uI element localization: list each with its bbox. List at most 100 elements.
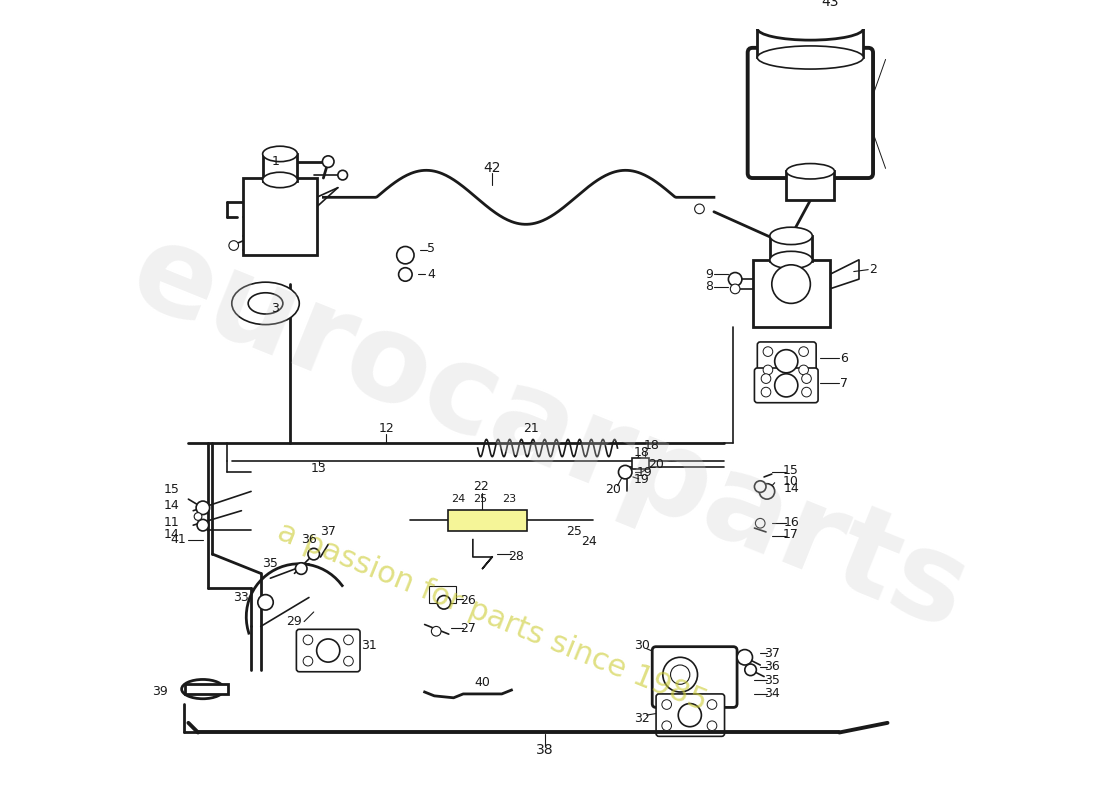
Circle shape <box>756 518 764 528</box>
Text: 42: 42 <box>483 162 500 175</box>
Text: 38: 38 <box>537 743 554 757</box>
Ellipse shape <box>263 146 297 162</box>
Bar <box>632 458 649 470</box>
Circle shape <box>774 374 798 397</box>
Text: 20: 20 <box>648 458 664 471</box>
Circle shape <box>398 268 412 282</box>
Circle shape <box>799 346 808 357</box>
Text: 17: 17 <box>783 528 799 542</box>
Circle shape <box>761 374 771 383</box>
Circle shape <box>707 700 717 710</box>
FancyBboxPatch shape <box>755 368 818 402</box>
Ellipse shape <box>263 172 297 188</box>
Circle shape <box>308 548 319 560</box>
Text: 14: 14 <box>783 482 799 495</box>
Text: 22: 22 <box>473 480 488 493</box>
Text: 21: 21 <box>522 422 539 435</box>
Text: 9: 9 <box>705 268 713 281</box>
Ellipse shape <box>770 227 812 245</box>
Circle shape <box>772 265 811 303</box>
Ellipse shape <box>757 17 864 40</box>
Text: 34: 34 <box>763 687 780 701</box>
Text: 28: 28 <box>508 550 525 563</box>
FancyBboxPatch shape <box>448 510 527 531</box>
Circle shape <box>763 365 773 374</box>
Circle shape <box>296 562 307 574</box>
Text: 29: 29 <box>287 615 303 628</box>
Text: 33: 33 <box>233 591 250 604</box>
Text: 7: 7 <box>840 377 848 390</box>
Text: 14: 14 <box>164 499 180 512</box>
Text: 23: 23 <box>503 494 517 504</box>
Bar <box>757 29 864 58</box>
FancyBboxPatch shape <box>296 630 360 672</box>
Circle shape <box>618 466 632 479</box>
Text: 20: 20 <box>605 483 620 496</box>
Text: 15: 15 <box>164 483 180 496</box>
Circle shape <box>679 703 702 726</box>
Bar <box>786 171 835 200</box>
Text: 18: 18 <box>634 446 649 459</box>
Text: 24: 24 <box>581 535 596 548</box>
Ellipse shape <box>770 251 812 269</box>
Bar <box>243 178 317 255</box>
Bar <box>752 260 829 327</box>
Circle shape <box>730 284 740 294</box>
Text: 10: 10 <box>783 475 799 488</box>
Text: 3: 3 <box>272 302 279 314</box>
Text: 5: 5 <box>428 242 436 255</box>
Text: 32: 32 <box>634 711 649 725</box>
Circle shape <box>317 639 340 662</box>
Circle shape <box>229 241 239 250</box>
Text: 37: 37 <box>763 647 780 660</box>
Circle shape <box>802 387 812 397</box>
Bar <box>770 236 812 261</box>
Bar <box>263 154 297 181</box>
Ellipse shape <box>232 282 299 325</box>
Text: 36: 36 <box>763 661 780 674</box>
Ellipse shape <box>663 658 697 692</box>
Circle shape <box>343 656 353 666</box>
Text: 6: 6 <box>840 352 848 365</box>
Circle shape <box>322 156 334 167</box>
Circle shape <box>759 484 774 499</box>
Circle shape <box>431 626 441 636</box>
Circle shape <box>662 700 671 710</box>
Text: 31: 31 <box>361 639 376 652</box>
Circle shape <box>737 650 752 665</box>
Text: 36: 36 <box>301 533 317 546</box>
Circle shape <box>338 170 348 180</box>
Ellipse shape <box>786 163 835 179</box>
Text: 24: 24 <box>451 494 465 504</box>
Text: 27: 27 <box>460 622 476 635</box>
Circle shape <box>304 656 312 666</box>
Circle shape <box>707 721 717 730</box>
Ellipse shape <box>757 46 864 69</box>
Text: 2: 2 <box>869 263 877 276</box>
Text: 18: 18 <box>644 438 659 452</box>
Text: 25: 25 <box>473 494 487 504</box>
FancyBboxPatch shape <box>656 694 725 736</box>
FancyBboxPatch shape <box>748 48 873 178</box>
Text: 40: 40 <box>474 676 491 689</box>
Bar <box>186 684 228 694</box>
Circle shape <box>343 635 353 645</box>
Text: 26: 26 <box>460 594 476 607</box>
Ellipse shape <box>249 293 283 314</box>
Bar <box>429 586 456 603</box>
Text: 39: 39 <box>152 686 167 698</box>
Ellipse shape <box>182 679 224 698</box>
Circle shape <box>195 513 202 520</box>
Circle shape <box>799 365 808 374</box>
Ellipse shape <box>671 665 690 684</box>
Circle shape <box>694 204 704 214</box>
Circle shape <box>728 273 741 286</box>
Circle shape <box>397 246 414 264</box>
Circle shape <box>802 374 812 383</box>
Circle shape <box>196 501 210 514</box>
Text: 35: 35 <box>263 558 278 570</box>
Text: 12: 12 <box>378 422 394 435</box>
Text: eurocarparts: eurocarparts <box>116 213 984 654</box>
Circle shape <box>197 519 209 531</box>
Text: 16: 16 <box>783 516 799 529</box>
